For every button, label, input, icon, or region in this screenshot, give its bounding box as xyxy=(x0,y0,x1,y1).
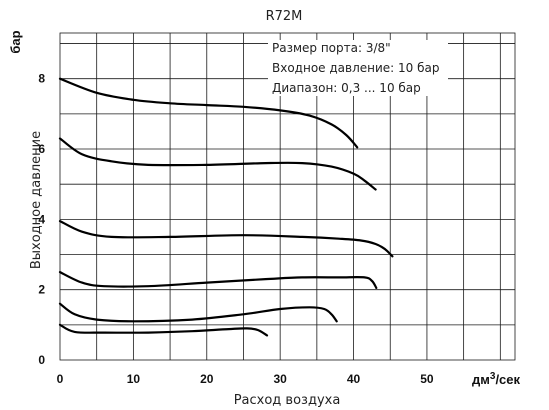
annotation-port-size: Размер порта: 3/8" xyxy=(272,41,391,55)
x-tick-label: 10 xyxy=(127,372,141,386)
x-tick-label: 50 xyxy=(420,372,434,386)
plot-frame xyxy=(59,32,516,361)
tick-labels: 0 10 20 30 40 50 0 2 4 6 8 xyxy=(38,72,434,386)
series-line xyxy=(58,271,378,289)
y-tick-label: 6 xyxy=(38,142,45,156)
y-tick-label: 2 xyxy=(38,283,45,297)
series-line xyxy=(58,77,359,149)
x-axis-label: Расход воздуха xyxy=(234,393,341,408)
y-tick-label: 0 xyxy=(38,353,45,367)
series-line xyxy=(58,220,394,258)
x-tick-label: 0 xyxy=(57,372,64,386)
data-series xyxy=(58,77,394,337)
series-line xyxy=(58,137,377,191)
y-tick-label: 4 xyxy=(38,212,45,226)
series-line xyxy=(58,302,338,323)
x-unit-label: дм3/сек xyxy=(472,371,521,387)
y-unit-label: бар xyxy=(8,30,23,53)
x-tick-label: 30 xyxy=(273,372,287,386)
y-tick-label: 8 xyxy=(38,72,45,86)
x-tick-label: 20 xyxy=(200,372,214,386)
x-unit-exponent: 3 xyxy=(490,371,496,382)
x-unit-prefix: дм xyxy=(472,372,490,387)
series-line xyxy=(58,323,269,337)
y-axis-label: Выходное давление xyxy=(29,131,44,269)
x-unit-suffix: /сек xyxy=(495,372,520,387)
chart-title: R72M xyxy=(266,9,303,24)
annotation-range: Диапазон: 0,3 ... 10 бар xyxy=(272,81,421,95)
x-tick-label: 40 xyxy=(347,372,361,386)
annotation-inlet-pressure: Входное давление: 10 бар xyxy=(272,61,439,75)
annotation-box xyxy=(268,40,448,96)
